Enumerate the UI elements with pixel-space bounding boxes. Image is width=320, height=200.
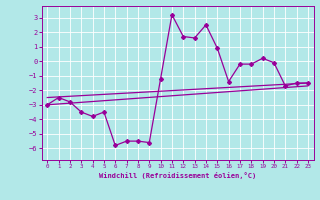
X-axis label: Windchill (Refroidissement éolien,°C): Windchill (Refroidissement éolien,°C): [99, 172, 256, 179]
